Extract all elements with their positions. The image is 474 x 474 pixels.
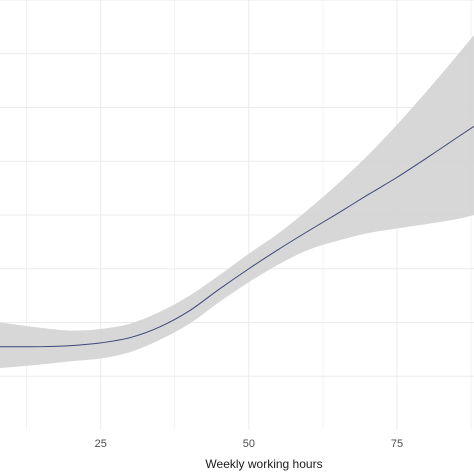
confidence-band [0,34,474,369]
x-tick-label: 25 [95,438,107,450]
x-axis-title: Weekly working hours [205,457,322,471]
x-axis-ticks: 25 50 75 [95,438,404,450]
x-tick-label: 75 [391,438,403,450]
x-tick-label: 50 [243,438,255,450]
fitted-line [0,125,474,348]
